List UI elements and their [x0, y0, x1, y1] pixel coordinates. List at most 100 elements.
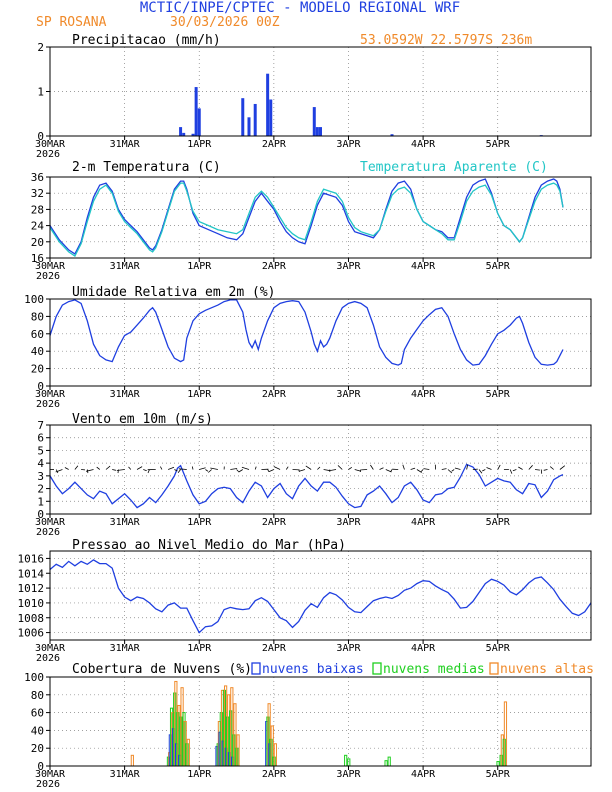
- wind-vector: [298, 469, 300, 473]
- precip-xtick-label: 2APR: [262, 139, 287, 150]
- wind-vector: [447, 469, 453, 474]
- clouds-ytick-label: 80: [31, 689, 44, 702]
- wind-vector: [348, 466, 353, 470]
- wind-xtick-label: 3APR: [336, 517, 361, 528]
- wind-vector: [330, 469, 337, 471]
- precip-xtick-label: 1APR: [187, 139, 212, 150]
- wind-frame: [49, 424, 592, 515]
- temp-ytick-label: 36: [31, 171, 44, 184]
- wind-vector: [160, 466, 163, 470]
- wind-vector: [441, 468, 447, 470]
- legend-mid-clouds-swatch: [372, 662, 382, 675]
- mslp-title: Pressao ao Nivel Medio do Mar (hPa): [72, 538, 346, 553]
- clouds-title: Cobertura de Nuvens (%): [72, 662, 252, 677]
- precip-ytick-label: 1: [37, 86, 44, 99]
- temp-series-line-2: [49, 182, 564, 257]
- mslp-ytick-label: 1014: [18, 567, 45, 580]
- wind-vector: [379, 467, 384, 470]
- wind-vector: [543, 469, 548, 471]
- location-label: SP ROSANA: [36, 15, 107, 30]
- precip-bar: [191, 133, 195, 136]
- wind-vector: [512, 469, 517, 472]
- temp-xtick-label: 2APR: [262, 261, 287, 272]
- temp-xtick-label: 5APR: [486, 261, 511, 272]
- wind-vector: [177, 469, 181, 474]
- mslp-series-line-1: [49, 559, 592, 634]
- precip-panel: 0 1 2 30MAR 31MAR 1APR 2APR 3APR 4APR 5APR 2026: [35, 41, 592, 160]
- wind-vector: [174, 469, 178, 472]
- clouds-ytick-label: 60: [31, 707, 44, 720]
- clouds-ytick-label: 0: [37, 760, 44, 773]
- mslp-frame: [49, 550, 592, 641]
- clouds-ytick-label: 40: [31, 724, 44, 737]
- wind-vector: [559, 465, 566, 470]
- rh-series-line-1: [49, 299, 564, 366]
- temp-xtick-label: 3APR: [336, 261, 361, 272]
- clouds-xtick-label: 3APR: [336, 769, 361, 780]
- wind-vector: [285, 466, 289, 470]
- wind-vector: [478, 469, 483, 474]
- clouds-xtick-label: 2APR: [262, 769, 287, 780]
- wind-vector: [178, 468, 187, 470]
- temp-ytick-label: 24: [31, 220, 45, 233]
- wind-vector: [112, 469, 116, 471]
- precip-bar: [253, 103, 257, 136]
- precip-xtick-label: 4APR: [411, 139, 436, 150]
- wind-vector: [199, 467, 206, 470]
- rh-panel: 0 20 40 60 80 100 30MAR 31MAR 1APR 2APR 3APR 4APR 5A…: [24, 293, 592, 410]
- wind-vector: [105, 465, 111, 470]
- temp-ytick-label: 16: [31, 252, 44, 265]
- rh-ytick-label: 40: [31, 345, 44, 358]
- precip-title: Precipitacao (mm/h): [72, 33, 221, 48]
- wind-vector: [236, 469, 239, 472]
- wind-vector: [486, 467, 492, 470]
- wind-vector: [390, 469, 393, 473]
- mslp-ytick-label: 1008: [18, 612, 45, 625]
- clouds-year-label: 2026: [36, 779, 60, 790]
- precip-ytick-label: 2: [37, 41, 44, 54]
- mslp-xtick-label: 5APR: [486, 643, 511, 654]
- precip-bar: [241, 98, 245, 136]
- wind-ytick-label: 7: [37, 419, 44, 432]
- mslp-ytick-label: 1012: [18, 582, 45, 595]
- wind-vector: [359, 469, 362, 473]
- wind-vector: [55, 469, 63, 473]
- temp-ytick-label: 20: [31, 236, 44, 249]
- precip-bar: [312, 107, 316, 136]
- precip-bar: [182, 132, 186, 136]
- wind-vector: [96, 466, 100, 470]
- rh-title: Umidade Relativa em 2m (%): [72, 285, 276, 300]
- clouds-ytick-label: 100: [24, 671, 44, 684]
- temp-legend: Temperatura Aparente (C): [360, 160, 548, 175]
- precip-xtick-label: 3APR: [336, 139, 361, 150]
- rh-xtick-label: 4APR: [411, 389, 436, 400]
- wind-xtick-label: 4APR: [411, 517, 436, 528]
- legend-mid-clouds: nuvens medias: [383, 662, 485, 677]
- precip-bar: [319, 127, 322, 136]
- rh-ytick-label: 20: [31, 363, 44, 376]
- coordinates-label: 53.0592W 22.5797S 236m: [360, 33, 532, 48]
- wind-series-line-1: [49, 463, 564, 509]
- precip-bar: [390, 134, 394, 136]
- wind-vector: [267, 469, 270, 473]
- wind-vector: [299, 469, 306, 472]
- mslp-xtick-label: 31MAR: [110, 643, 141, 654]
- clouds-ytick-label: 20: [31, 742, 44, 755]
- temp-series-line-1: [49, 178, 564, 255]
- wind-vector: [254, 466, 257, 470]
- wind-vector: [74, 465, 79, 470]
- temp-xtick-label: 1APR: [187, 261, 212, 272]
- rh-xtick-label: 30MAR: [35, 389, 66, 400]
- wind-ytick-label: 1: [37, 495, 44, 508]
- clouds-xtick-label: 5APR: [486, 769, 511, 780]
- precip-xtick-label: 31MAR: [110, 139, 141, 150]
- mslp-ytick-label: 1016: [18, 552, 45, 565]
- temp-title: 2-m Temperatura (C): [72, 160, 221, 175]
- wind-vector: [451, 469, 455, 472]
- temp-ytick-label: 28: [31, 203, 44, 216]
- wind-vector: [466, 464, 469, 470]
- wind-ytick-label: 2: [37, 483, 44, 496]
- temp-xtick-label: 30MAR: [35, 261, 66, 272]
